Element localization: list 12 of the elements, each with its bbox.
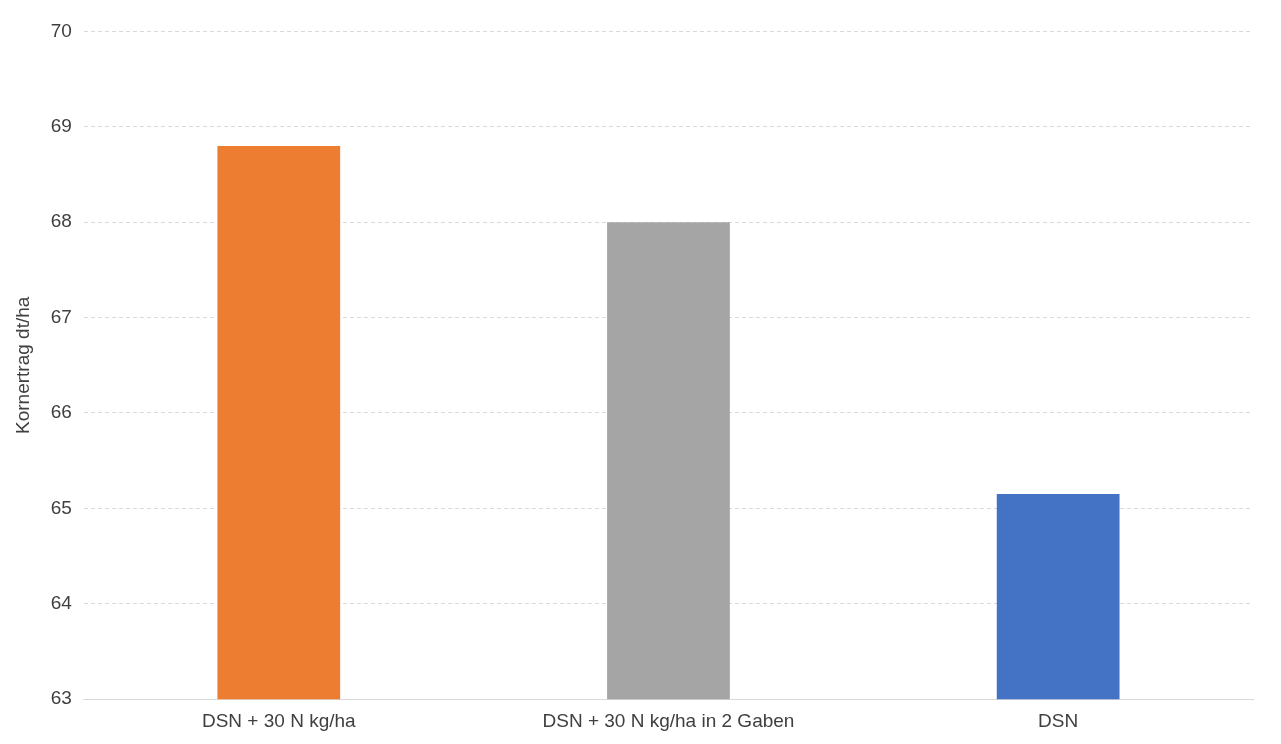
y-tick-label: 68 <box>50 210 72 232</box>
y-tick-label: 70 <box>50 19 72 41</box>
x-tick-label: DSN + 30 N kg/ha <box>201 709 357 731</box>
y-tick-label: 66 <box>50 401 72 423</box>
y-tick-label: 63 <box>50 687 72 709</box>
y-tick-label: 65 <box>50 496 72 518</box>
y-tick-label: 69 <box>50 115 72 137</box>
x-tick-label: DSN + 30 N kg/ha in 2 Gaben <box>542 709 795 731</box>
y-tick-label: 64 <box>50 592 73 614</box>
y-axis-title: Kornertrag dt/ha <box>11 296 33 434</box>
y-tick-label: 67 <box>50 305 72 327</box>
x-tick-label: DSN <box>1038 709 1079 731</box>
